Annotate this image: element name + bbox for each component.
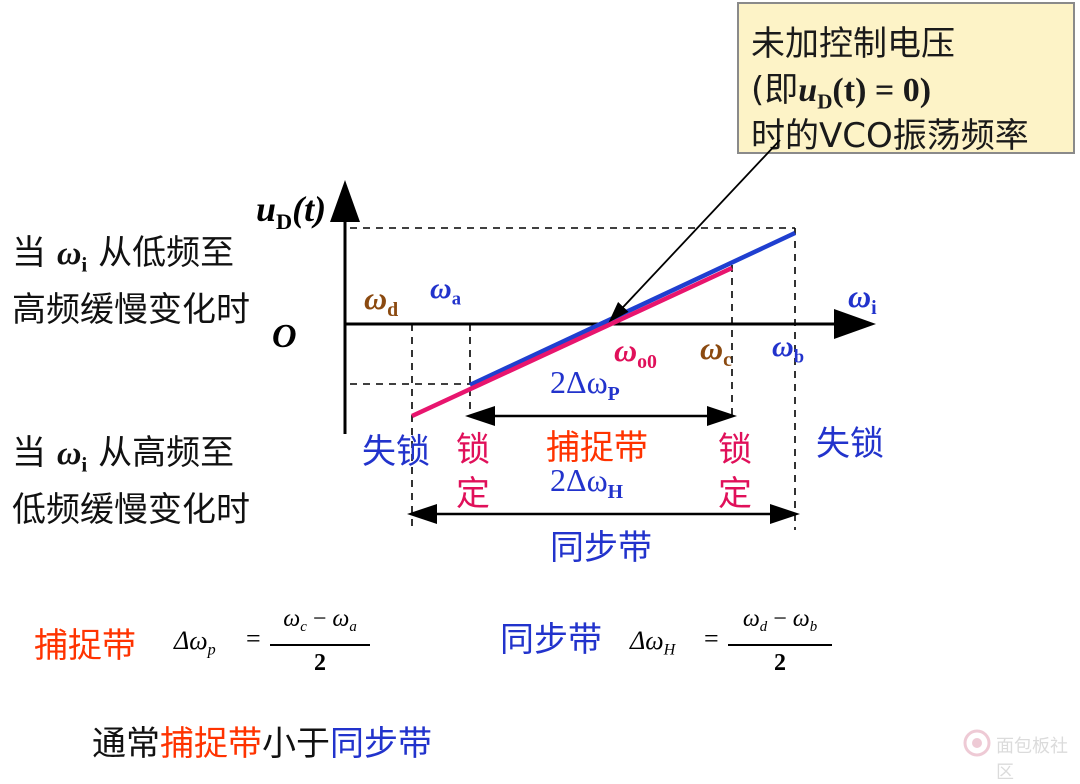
unlock-left-label: 失锁 — [362, 432, 430, 472]
omega-b-label: ωb — [772, 330, 805, 368]
high-to-low-text: 当 ωi 从高频至 低频缓慢变化时 — [12, 433, 250, 531]
x-axis-label: ωi — [848, 278, 877, 319]
watermark-icon — [963, 729, 991, 757]
capture-formula-fraction: ωc − ωa 2 — [270, 604, 370, 678]
hold-formula-fraction: ωd − ωb 2 — [728, 604, 832, 678]
capture-band-name: 捕捉带 — [546, 428, 648, 468]
lock-right-label: 锁 定 — [718, 430, 752, 514]
hold-formula-lhs: ΔωH — [630, 626, 676, 659]
conclusion-text: 通常捕捉带小于同步带 — [92, 724, 432, 764]
omega-d-label: ωd — [364, 280, 399, 321]
capture-formula-label: 捕捉带 — [34, 626, 136, 666]
pink-characteristic-line — [411, 265, 733, 419]
omega-a-label: ωa — [430, 272, 461, 310]
lock-left-label: 锁 定 — [456, 430, 490, 514]
y-axis-label: uD(t) — [256, 189, 327, 234]
blue-characteristic-line — [469, 230, 796, 388]
hold-formula-equals: = — [704, 624, 719, 653]
omega-o0-label: ωo0 — [614, 332, 657, 373]
vco-frequency-callout: 未加控制电压 (即uD(t) = 0) 时的VCO振荡频率 — [737, 2, 1075, 156]
callout-line-2: (即uD(t) = 0) — [751, 70, 932, 114]
callout-line-1: 未加控制电压 — [751, 24, 955, 64]
capture-formula-lhs: Δωp — [174, 626, 216, 659]
watermark-logo: 面包板社区 — [962, 724, 1072, 783]
low-to-high-text: 当 ωi 从低频至 高频缓慢变化时 — [12, 233, 250, 331]
capture-formula-equals: = — [246, 624, 261, 653]
hold-band-name: 同步带 — [550, 528, 652, 568]
dashed-guides — [350, 227, 796, 530]
origin-label: O — [272, 318, 297, 355]
callout-line-3: 时的VCO振荡频率 — [751, 116, 1029, 156]
capture-width-label: 2ΔωP — [550, 364, 620, 405]
unlock-right-label: 失锁 — [816, 424, 884, 464]
omega-c-label: ωc — [700, 330, 732, 371]
callout-pointer — [608, 139, 781, 323]
hold-width-label: 2ΔωH — [550, 462, 624, 503]
hold-formula-label: 同步带 — [500, 620, 602, 660]
